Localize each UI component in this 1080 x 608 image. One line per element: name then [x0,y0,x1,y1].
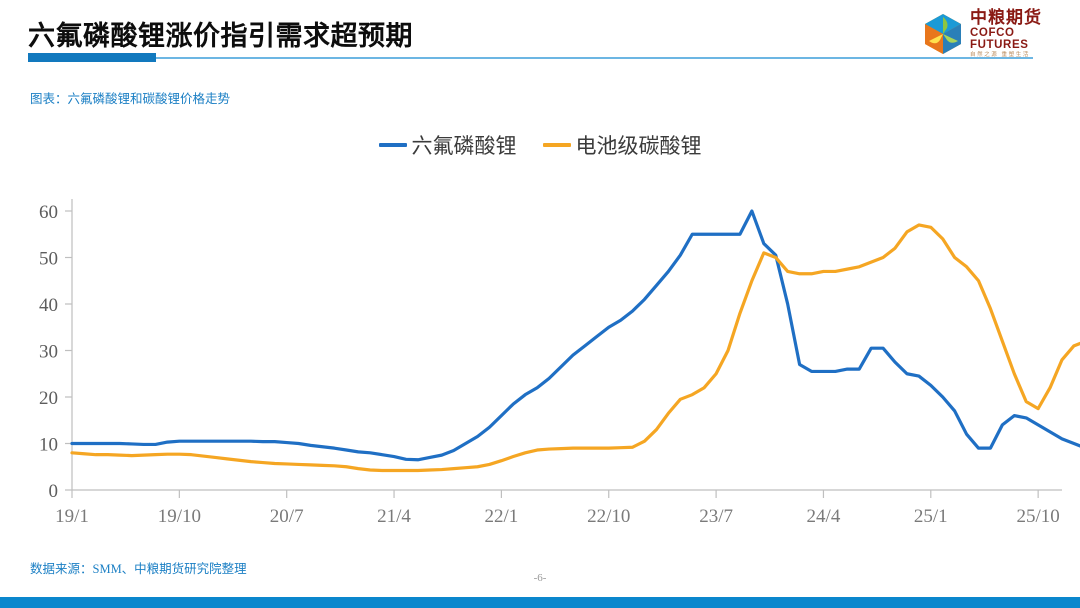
page-number: -6- [533,572,547,584]
chart-canvas: 0 10 20 30 40 50 60 19/1 19/10 20/7 21/4 22/1 22/10… [39,199,1080,527]
legend-swatch-lipf6 [378,143,407,147]
chart-legend: 六氟磷酸锂 电池级碳酸锂 [0,130,1080,160]
y-axis-tick-label: 0 [49,481,59,502]
y-axis-tick-label: 50 [39,249,58,270]
legend-label-lipf6: 六氟磷酸锂 [411,134,517,158]
x-axis-tick-label: 21/4 [377,506,411,527]
title-underline-thin [28,57,1033,59]
legend-swatch-lithium-carbonate [542,143,571,147]
x-axis-tick-label: 23/7 [699,506,733,527]
logo-tagline: 自然之源 重塑生活 [970,52,1030,59]
price-trend-chart: 0 10 20 30 40 50 60 19/1 19/10 20/7 21/4 22/1 22/10… [0,170,1080,540]
logo-text-block: 中粮期货 COFCO FUTURES 自然之源 重塑生活 [970,9,1058,59]
chart-caption: 图表：六氟磷酸锂和碳酸锂价格走势 [30,92,231,106]
cofco-futures-logo: 中粮期货 COFCO FUTURES 自然之源 重塑生活 [923,9,1058,59]
series-line-lipf6 [70,209,1080,462]
x-axis-tick-label: 25/1 [914,506,948,527]
title-underline-accent [28,53,156,62]
y-axis-tick-label: 60 [39,202,58,223]
x-axis: 19/1 19/10 20/7 21/4 22/1 22/10 23/7 24/4 25/1 25… [55,489,1062,527]
logo-name-en: COFCO FUTURES [970,27,1029,51]
page-title: 六氟磷酸锂涨价指引需求超预期 [28,21,413,51]
slide-header: 六氟磷酸锂涨价指引需求超预期 中粮期货 COFCO FUTURES 自然之源 重… [0,0,1080,72]
x-axis-tick-label: 25/10 [1017,506,1060,527]
y-axis-tick-label: 30 [39,342,58,363]
y-axis: 0 10 20 30 40 50 60 [39,199,73,502]
legend-item-lipf6[interactable]: 六氟磷酸锂 [378,130,517,160]
legend-item-lithium-carbonate[interactable]: 电池级碳酸锂 [542,130,702,160]
x-axis-tick-label: 19/10 [158,506,201,527]
data-source-note: 数据来源：SMM、中粮期货研究院整理 [30,562,247,576]
x-axis-tick-label: 24/4 [807,506,841,527]
x-axis-tick-label: 20/7 [270,506,304,527]
x-axis-tick-label: 22/1 [485,506,519,527]
y-axis-tick-label: 40 [39,295,58,316]
series-line-lithium-carbonate [70,223,1080,473]
x-axis-tick-label: 22/10 [587,506,630,527]
x-axis-tick-label: 19/1 [55,506,89,527]
footer-accent-bar [0,597,1080,608]
cofco-cube-icon [923,13,963,55]
y-axis-tick-label: 20 [39,388,58,409]
y-axis-tick-label: 10 [39,435,58,456]
legend-label-lithium-carbonate: 电池级碳酸锂 [575,134,702,158]
chart-series [70,209,1080,473]
logo-name-cn: 中粮期货 [970,8,1042,28]
